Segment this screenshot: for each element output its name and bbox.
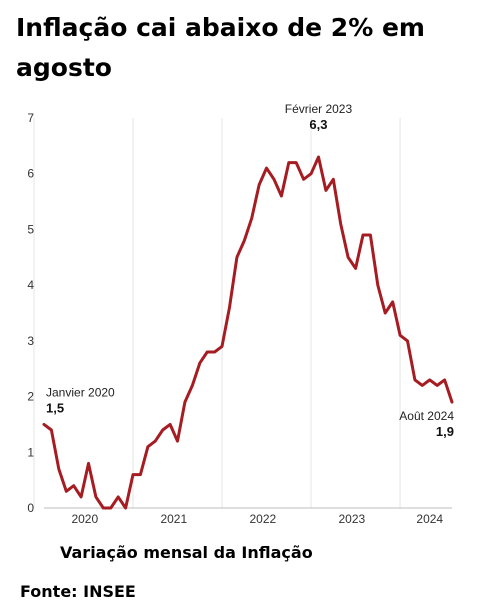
chart-title: Inflação cai abaixo de 2% em agosto [16, 13, 425, 82]
y-tick-label: 4 [27, 278, 34, 292]
inflation-line-chart: 0 1 2 3 4 5 6 7 2020 2021 2022 2023 2024 Janvier 20… [27, 102, 454, 526]
annotation-value: 1,9 [436, 424, 454, 439]
y-tick-label: 2 [27, 390, 34, 404]
x-axis: 2020 2021 2022 2023 2024 [71, 512, 443, 526]
x-tick-label: 2020 [71, 512, 98, 526]
y-tick-label: 3 [27, 334, 34, 348]
y-axis: 0 1 2 3 4 5 6 7 [27, 111, 34, 515]
annotation-value: 1,5 [46, 400, 64, 415]
x-tick-label: 2023 [339, 512, 366, 526]
annotation-label: Janvier 2020 [46, 385, 115, 399]
annotation-value: 6,3 [309, 117, 327, 132]
y-tick-label: 1 [27, 445, 34, 459]
y-tick-label: 6 [27, 167, 34, 181]
grid [33, 118, 452, 509]
annotation-label: Août 2024 [399, 409, 454, 423]
inflation-series-line [42, 155, 454, 510]
source-note: Fonte: INSEE [20, 582, 136, 601]
y-tick-label: 5 [27, 222, 34, 236]
y-tick-label: 0 [27, 501, 34, 515]
x-tick-label: 2021 [160, 512, 187, 526]
y-tick-label: 7 [27, 111, 34, 125]
x-tick-label: 2022 [249, 512, 276, 526]
x-tick-label: 2024 [416, 512, 443, 526]
annotation-label: Février 2023 [285, 102, 353, 116]
chart-caption: Variação mensal da Inflação [60, 543, 313, 562]
